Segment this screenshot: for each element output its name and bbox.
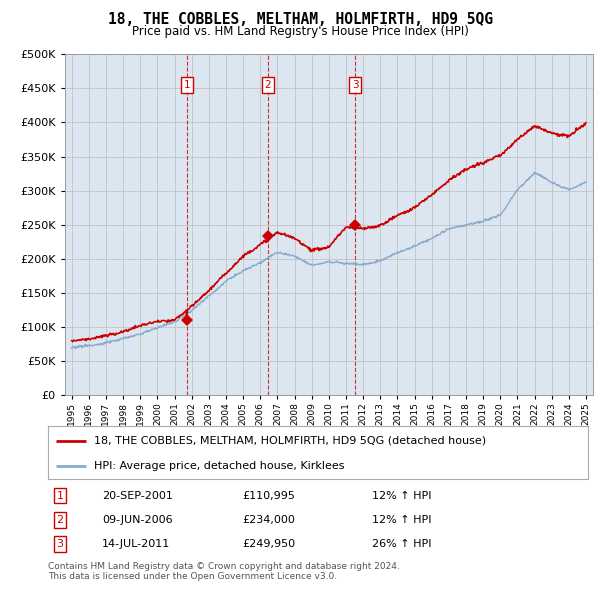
Text: 1: 1 — [184, 80, 190, 90]
Text: Contains HM Land Registry data © Crown copyright and database right 2024.: Contains HM Land Registry data © Crown c… — [48, 562, 400, 571]
Text: 09-JUN-2006: 09-JUN-2006 — [102, 515, 173, 525]
Text: 14-JUL-2011: 14-JUL-2011 — [102, 539, 170, 549]
Text: 18, THE COBBLES, MELTHAM, HOLMFIRTH, HD9 5QG: 18, THE COBBLES, MELTHAM, HOLMFIRTH, HD9… — [107, 12, 493, 27]
Text: £234,000: £234,000 — [242, 515, 295, 525]
Text: £249,950: £249,950 — [242, 539, 296, 549]
Text: 26% ↑ HPI: 26% ↑ HPI — [372, 539, 431, 549]
Text: Price paid vs. HM Land Registry's House Price Index (HPI): Price paid vs. HM Land Registry's House … — [131, 25, 469, 38]
Text: 20-SEP-2001: 20-SEP-2001 — [102, 491, 173, 501]
Text: 1: 1 — [56, 491, 64, 501]
Text: HPI: Average price, detached house, Kirklees: HPI: Average price, detached house, Kirk… — [94, 461, 344, 471]
Text: £110,995: £110,995 — [242, 491, 295, 501]
Text: 2: 2 — [265, 80, 271, 90]
Text: 3: 3 — [352, 80, 358, 90]
Text: 18, THE COBBLES, MELTHAM, HOLMFIRTH, HD9 5QG (detached house): 18, THE COBBLES, MELTHAM, HOLMFIRTH, HD9… — [94, 436, 486, 446]
Text: 12% ↑ HPI: 12% ↑ HPI — [372, 515, 431, 525]
Text: 2: 2 — [56, 515, 64, 525]
Text: 12% ↑ HPI: 12% ↑ HPI — [372, 491, 431, 501]
Text: This data is licensed under the Open Government Licence v3.0.: This data is licensed under the Open Gov… — [48, 572, 337, 581]
Text: 3: 3 — [56, 539, 64, 549]
